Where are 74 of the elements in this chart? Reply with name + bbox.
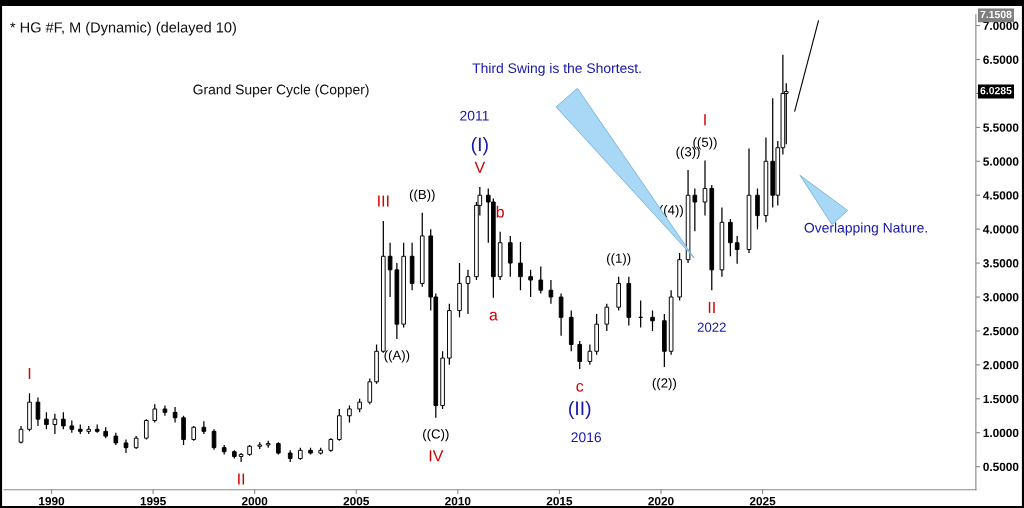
annotation: II bbox=[238, 473, 245, 485]
candlestick bbox=[238, 452, 244, 463]
annotation: (II) bbox=[569, 400, 591, 419]
chart-title: * HG #F, M (Dynamic) (delayed 10) bbox=[10, 21, 236, 36]
candlestick bbox=[336, 408, 342, 442]
y-tick-label: 2.0000 bbox=[983, 360, 1019, 370]
y-tick-label: 4.0000 bbox=[983, 225, 1019, 234]
candlestick bbox=[35, 396, 41, 427]
annotation: Third Swing is the Shortest. bbox=[472, 62, 641, 76]
candlestick bbox=[604, 303, 610, 332]
y-tick-label: 5.0000 bbox=[983, 157, 1019, 166]
annotation: V bbox=[474, 161, 486, 173]
candlestick bbox=[211, 428, 217, 451]
candlestick bbox=[172, 406, 178, 424]
candlestick bbox=[548, 279, 554, 305]
annotation: 2011 bbox=[460, 110, 489, 121]
candlestick bbox=[123, 438, 129, 454]
candlestick bbox=[465, 269, 471, 315]
y-tick-label: 1.5000 bbox=[983, 394, 1019, 404]
annotation: IV bbox=[429, 450, 444, 462]
x-tick-label: 1995 bbox=[140, 496, 166, 506]
x-tick-label: 2005 bbox=[343, 496, 370, 506]
y-tick-label: 5.5000 bbox=[983, 123, 1019, 132]
y-tick-label: 3.5000 bbox=[983, 259, 1019, 268]
x-tick-label: 2015 bbox=[546, 496, 573, 506]
x-tick-label: 2020 bbox=[648, 496, 674, 506]
annotation: 6.0285 bbox=[980, 86, 1012, 95]
annotation: II bbox=[708, 301, 715, 313]
annotation: b bbox=[496, 205, 504, 218]
candlestick bbox=[734, 235, 740, 265]
y-tick-label: 6.5000 bbox=[983, 55, 1019, 64]
annotation: (I) bbox=[471, 137, 488, 156]
annotation: I bbox=[28, 367, 31, 379]
y-tick-label: 1.0000 bbox=[983, 428, 1019, 438]
candlestick bbox=[528, 269, 533, 298]
text: Grand Super Cycle (Copper) bbox=[193, 84, 369, 98]
y-tick-label: 4.5000 bbox=[983, 191, 1019, 200]
x-tick-label: 2000 bbox=[241, 496, 268, 506]
annotation: III bbox=[378, 195, 389, 207]
annotation: ((2)) bbox=[652, 378, 676, 391]
y-tick-label: 3.0000 bbox=[983, 293, 1019, 302]
y-tick-label: 2.5000 bbox=[983, 326, 1019, 336]
annotation: c bbox=[576, 383, 584, 392]
candlestick bbox=[650, 309, 655, 332]
annotation: ((A)) bbox=[384, 350, 410, 363]
y-tick-label: 7.0000 bbox=[983, 21, 1019, 30]
annotation: Overlapping Nature. bbox=[804, 222, 927, 236]
candlestick bbox=[728, 218, 733, 257]
candlestick bbox=[518, 241, 523, 291]
x-tick-label: 2010 bbox=[445, 496, 471, 506]
x-tick-label: 2025 bbox=[749, 496, 776, 506]
y-tick-label: 0.5000 bbox=[983, 462, 1019, 472]
candlestick bbox=[507, 235, 513, 278]
candlestick bbox=[577, 340, 583, 370]
candlestick bbox=[152, 403, 158, 424]
candlestick bbox=[702, 159, 708, 217]
annotation: 2022 bbox=[697, 322, 726, 332]
candlestick bbox=[52, 413, 58, 435]
candlestick bbox=[587, 343, 593, 366]
x-tick-label: 1990 bbox=[39, 496, 65, 506]
annotation: I bbox=[704, 114, 706, 126]
candlestick bbox=[201, 420, 207, 435]
annotation: ((B)) bbox=[409, 189, 435, 202]
candlestick bbox=[367, 377, 373, 405]
annotation: ((C)) bbox=[423, 428, 449, 442]
annotation: ((1)) bbox=[607, 253, 631, 266]
annotation: a bbox=[489, 311, 498, 321]
candlestick bbox=[558, 292, 564, 337]
candlestick bbox=[755, 187, 760, 230]
annotation: 7.1508 bbox=[980, 10, 1012, 19]
candlestick bbox=[181, 415, 186, 446]
candlestick bbox=[538, 265, 544, 295]
annotation: 2016 bbox=[571, 432, 602, 443]
candlestick bbox=[616, 276, 621, 312]
